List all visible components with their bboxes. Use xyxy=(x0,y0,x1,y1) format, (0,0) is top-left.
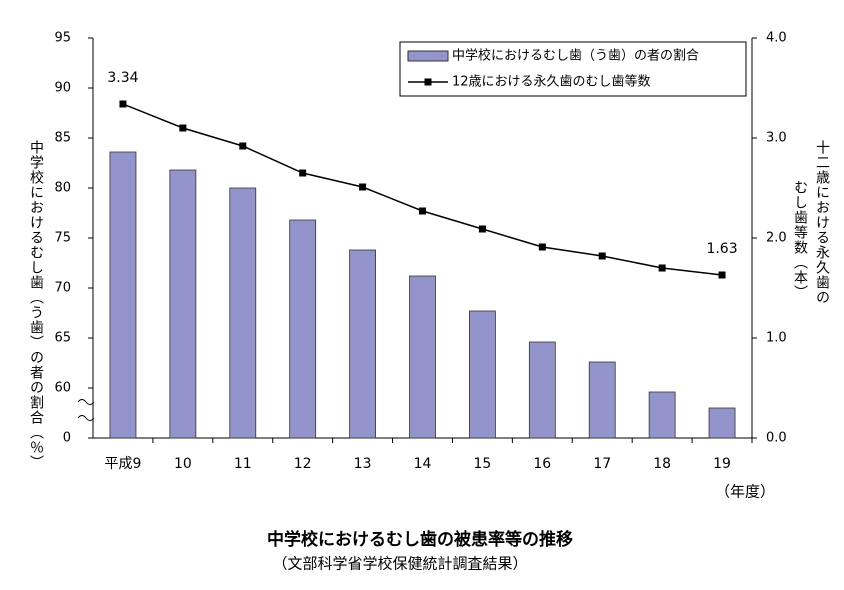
x-tick-label: 19 xyxy=(713,456,731,472)
chart-subtitle: （文部科学省学校保健統計調査結果） xyxy=(272,555,527,573)
y-tick-label: 70 xyxy=(54,281,71,296)
line-marker xyxy=(538,243,546,251)
legend-box xyxy=(399,41,747,97)
x-tick-label: 平成9 xyxy=(104,456,141,472)
x-tick-label: 14 xyxy=(414,456,432,472)
y-axis-label: 中学校におけるむし歯（う歯）の者の割合（％） xyxy=(28,140,44,470)
line xyxy=(122,103,723,276)
legend-swatch xyxy=(424,78,432,86)
x-tick-label: 18 xyxy=(653,456,671,472)
bar xyxy=(349,249,376,439)
y2-axis-label: むし歯等数（本） xyxy=(792,180,808,300)
chart-title: 中学校におけるむし歯の被患率等の推移 xyxy=(267,529,573,550)
y-tick-label: 0 xyxy=(63,431,71,446)
x-tick-label: 12 xyxy=(294,456,312,472)
y2-axis-label: 十二歳における永久歯の xyxy=(814,140,830,305)
y-tick-label: 85 xyxy=(54,131,71,146)
y-tick-label: 95 xyxy=(54,31,71,46)
x-tick-label: 13 xyxy=(354,456,372,472)
line-marker xyxy=(718,271,726,279)
y-tick-label: 60 xyxy=(54,381,71,396)
data-label: 3.34 xyxy=(107,70,138,86)
y2-tick-label: 2.0 xyxy=(766,231,787,246)
x-tick-label: 15 xyxy=(473,456,491,472)
legend-label: 12歳における永久歯のむし歯等数 xyxy=(452,74,651,90)
y2-tick-label: 3.0 xyxy=(766,131,787,146)
bar xyxy=(409,275,436,439)
bar xyxy=(708,407,736,439)
y2-tick-label: 0.0 xyxy=(766,431,787,446)
y-tick-label: 80 xyxy=(54,181,71,196)
y-tick-label: 65 xyxy=(54,331,71,346)
bar xyxy=(169,169,197,439)
line-marker xyxy=(598,252,606,260)
y-tick-label: 90 xyxy=(54,81,71,96)
line-marker xyxy=(239,142,247,150)
line-marker xyxy=(119,100,127,108)
line-marker xyxy=(299,169,307,177)
y-tick-label: 75 xyxy=(54,231,71,246)
bar xyxy=(109,151,137,439)
bar xyxy=(588,361,616,439)
x-tick-label: 16 xyxy=(533,456,551,472)
x-tick-label: 11 xyxy=(234,456,252,472)
x-axis-label: （年度） xyxy=(715,483,775,501)
legend-swatch xyxy=(407,50,449,62)
axis-break xyxy=(77,399,95,421)
bar xyxy=(469,310,496,439)
bar xyxy=(528,341,556,439)
line-marker xyxy=(359,183,367,191)
line-marker xyxy=(179,124,187,132)
bar xyxy=(648,391,676,439)
line-marker xyxy=(478,225,486,233)
line-marker xyxy=(419,207,426,215)
bar xyxy=(229,187,257,439)
x-tick-label: 17 xyxy=(593,456,611,472)
bar xyxy=(289,219,317,439)
line-marker xyxy=(658,264,666,272)
legend-label: 中学校におけるむし歯（う歯）の者の割合 xyxy=(452,48,699,64)
data-label: 1.63 xyxy=(706,241,737,257)
y2-tick-label: 1.0 xyxy=(766,331,787,346)
x-tick-label: 10 xyxy=(174,456,192,472)
y2-tick-label: 4.0 xyxy=(766,31,787,46)
